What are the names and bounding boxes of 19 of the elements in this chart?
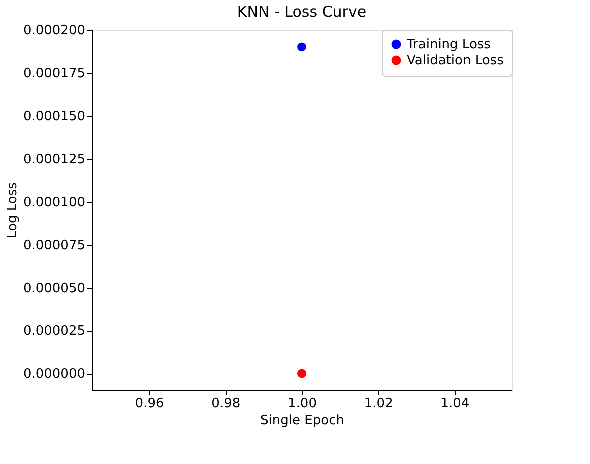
x-tick-label: 1.00 [288, 396, 317, 412]
x-tick-label: 1.04 [440, 396, 470, 412]
y-tick-label: 0.000075 [23, 238, 86, 254]
y-tick-label: 0.000025 [23, 324, 86, 340]
chart-title: KNN - Loss Curve [237, 3, 367, 21]
x-tick-label: 1.02 [364, 396, 394, 412]
y-tick-label: 0.000150 [23, 109, 86, 124]
y-tick-label: 0.000200 [23, 24, 86, 38]
x-axis-title: Single Epoch [260, 414, 344, 428]
y-tick-label: 0.000050 [23, 281, 86, 296]
legend-label: Validation Loss [407, 54, 504, 68]
x-tick-label: 0.98 [212, 396, 241, 412]
y-tick-label: 0.000175 [23, 66, 86, 82]
x-tick-label: 0.96 [135, 396, 164, 412]
y-tick-label: 0.000125 [23, 152, 86, 168]
legend-label: Training Loss [406, 38, 492, 52]
y-axis-title: Log Loss [5, 182, 20, 238]
y-tick-label: 0.000100 [23, 195, 86, 210]
y-tick-label: 0.000000 [23, 367, 86, 382]
